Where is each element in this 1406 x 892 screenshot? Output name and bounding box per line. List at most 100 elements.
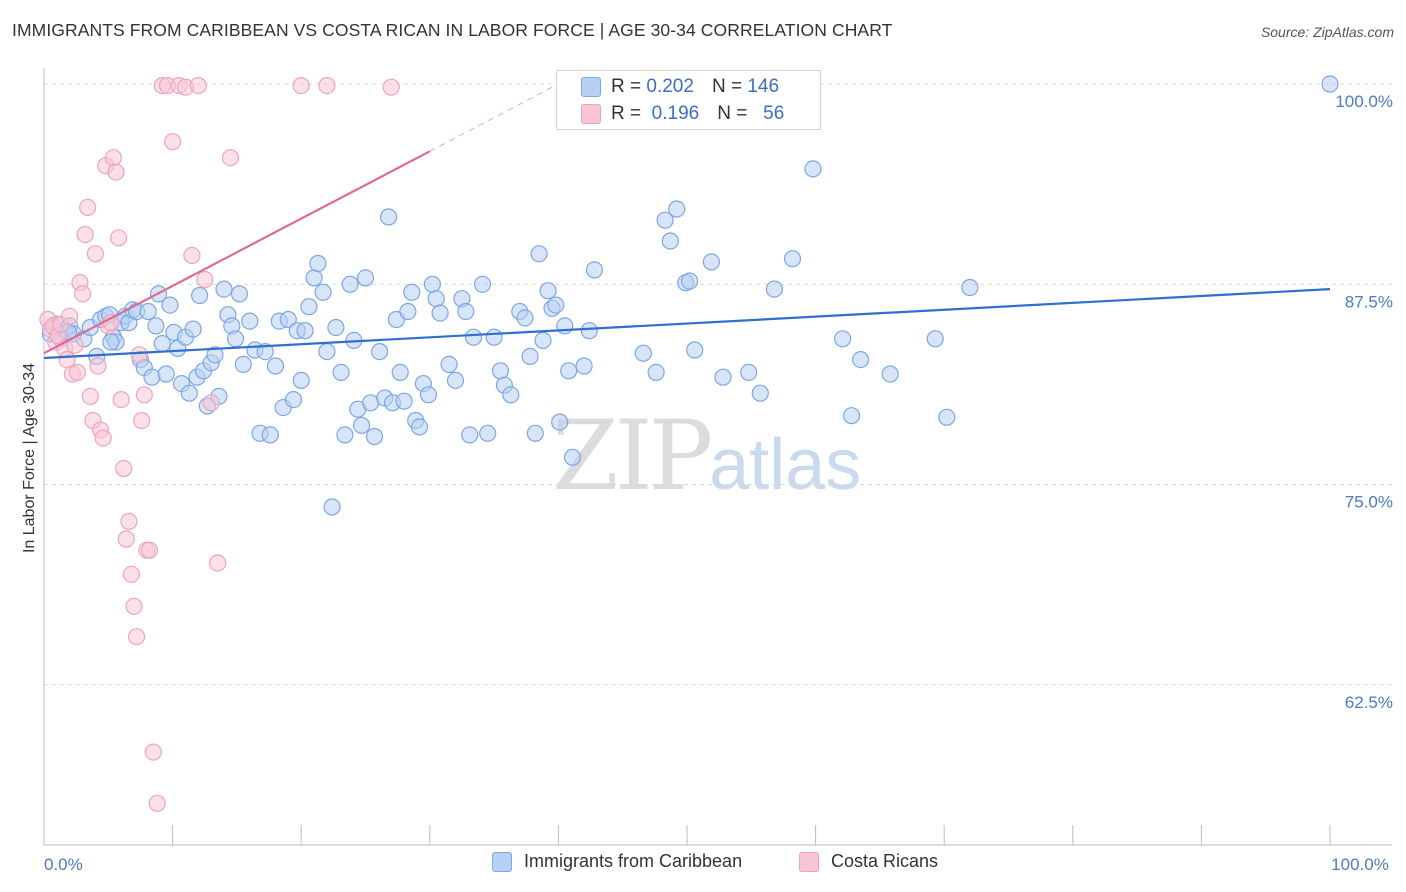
r-value: 0.196	[651, 103, 700, 124]
data-point	[585, 261, 604, 279]
data-point	[130, 346, 148, 364]
series-0	[41, 75, 1339, 516]
data-point	[336, 426, 354, 444]
data-point	[353, 416, 371, 434]
r-label: R =	[611, 103, 642, 124]
data-point	[341, 275, 359, 293]
data-point	[140, 541, 159, 559]
data-point	[403, 283, 421, 301]
data-point	[551, 413, 569, 431]
data-point	[961, 278, 979, 297]
data-point	[109, 229, 128, 247]
data-point	[473, 275, 492, 293]
data-point	[382, 78, 400, 96]
data-point	[79, 198, 97, 216]
data-point	[81, 387, 99, 405]
gridlines	[44, 83, 1392, 686]
data-point	[938, 408, 956, 426]
r-label: R =	[611, 76, 642, 97]
stats-legend: R = 0.202 N = 146 R = 0.196 N = 56	[556, 70, 821, 130]
y-tick-label: 62.5%	[1345, 693, 1393, 712]
data-point	[318, 343, 336, 361]
data-point	[833, 330, 852, 348]
data-point	[560, 362, 578, 380]
data-point	[580, 322, 598, 340]
y-tick-label: 100.0%	[1335, 92, 1393, 111]
costa-rican-swatch	[581, 104, 601, 124]
data-point	[61, 307, 79, 325]
data-point	[112, 391, 130, 409]
data-point	[135, 386, 153, 404]
data-point	[516, 309, 534, 327]
axes	[43, 68, 1392, 846]
data-point	[104, 149, 123, 167]
data-point	[661, 232, 679, 250]
data-point	[117, 530, 135, 548]
data-point	[1321, 75, 1339, 93]
caribbean-legend-label: Immigrants from Caribbean	[524, 851, 743, 871]
x-tick-label: 0.0%	[44, 855, 83, 874]
y-tick-label: 87.5%	[1345, 292, 1393, 311]
data-point	[157, 365, 175, 383]
data-point	[89, 357, 107, 375]
data-point	[292, 371, 310, 389]
data-point	[556, 317, 574, 335]
data-point	[133, 411, 151, 430]
data-point	[479, 424, 497, 442]
n-label: N =	[711, 76, 743, 97]
data-point	[196, 270, 214, 289]
stats-legend-row-caribbean: R = 0.202 N = 146	[581, 74, 779, 100]
data-point	[318, 76, 336, 95]
data-point	[446, 371, 465, 389]
data-point	[702, 253, 721, 271]
data-point	[851, 351, 870, 369]
data-point	[122, 565, 140, 583]
data-point	[327, 318, 345, 337]
data-point	[804, 160, 822, 178]
data-point	[647, 363, 665, 381]
data-point	[161, 296, 179, 314]
data-point	[206, 346, 224, 364]
data-point	[164, 133, 182, 151]
series-layer	[39, 75, 1339, 812]
data-point	[765, 280, 784, 298]
n-label: N =	[717, 103, 748, 124]
data-point	[102, 333, 120, 351]
data-point	[530, 245, 548, 263]
costa-rican-legend-label: Costa Ricans	[831, 851, 939, 871]
n-value: 146	[747, 76, 780, 97]
data-point	[399, 302, 417, 321]
data-point	[300, 298, 318, 316]
data-point	[634, 344, 652, 362]
series-legend-costa-rican[interactable]: Costa Ricans	[799, 851, 938, 872]
data-point	[76, 226, 94, 244]
data-point	[314, 283, 332, 301]
data-point	[107, 163, 125, 181]
r-value: 0.202	[646, 76, 694, 97]
data-point	[332, 363, 350, 381]
x-tick-label: 100.0%	[1331, 855, 1389, 874]
data-point	[563, 448, 582, 466]
data-point	[279, 310, 297, 329]
data-point	[125, 597, 143, 615]
trend-line-extension	[429, 83, 559, 152]
costa-rican-legend-swatch	[799, 851, 819, 872]
data-point	[686, 341, 704, 359]
data-point	[575, 357, 593, 375]
data-point	[440, 355, 458, 373]
data-point	[526, 424, 544, 442]
data-point	[380, 208, 398, 226]
data-point	[461, 426, 479, 444]
data-point	[656, 211, 674, 229]
data-point	[356, 269, 375, 287]
data-point	[241, 312, 259, 330]
n-value: 56	[763, 103, 785, 124]
data-point	[305, 269, 323, 287]
data-point	[184, 320, 202, 338]
data-point	[139, 302, 157, 321]
data-point	[423, 275, 441, 293]
caribbean-swatch	[581, 77, 601, 97]
data-point	[180, 384, 198, 402]
series-legend-caribbean[interactable]: Immigrants from Caribbean	[492, 851, 742, 872]
data-point	[144, 743, 162, 761]
